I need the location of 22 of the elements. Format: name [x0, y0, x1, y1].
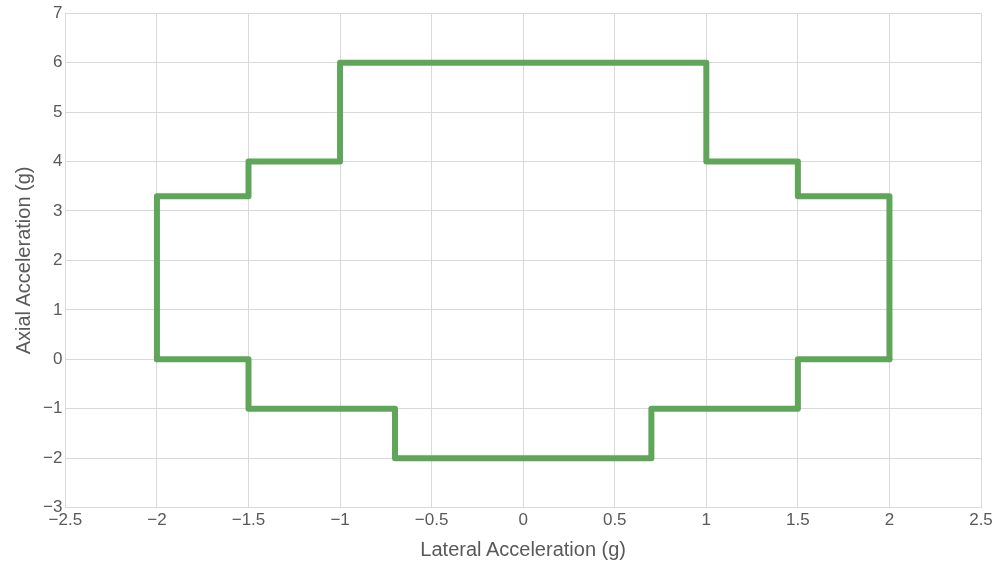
x-tick-label: 1.5 — [786, 510, 810, 530]
y-tick-label: 1 — [52, 299, 63, 319]
x-tick-label: 0.5 — [602, 510, 627, 530]
y-tick-label: −2 — [42, 447, 63, 467]
y-axis-title: Axial Acceleration (g) — [11, 166, 34, 355]
x-tick-label: 2.5 — [969, 510, 993, 530]
x-tick-label: −1.5 — [231, 510, 266, 530]
x-axis-title: Lateral Acceleration (g) — [420, 537, 627, 560]
y-tick-label: 7 — [52, 2, 63, 22]
y-tick-label: 5 — [52, 101, 63, 121]
y-tick-label: −1 — [42, 398, 63, 418]
y-tick-label: 4 — [52, 151, 63, 171]
y-tick-label: 6 — [52, 52, 63, 72]
x-tick-label: −1 — [330, 510, 350, 530]
y-tick-label: 3 — [52, 200, 63, 220]
y-tick-label: 0 — [52, 348, 63, 368]
x-tick-label: −0.5 — [414, 510, 449, 530]
x-tick-label: −2 — [147, 510, 167, 530]
x-tick-label: 0 — [518, 510, 528, 530]
x-tick-label: 2 — [884, 510, 895, 530]
y-tick-label: 2 — [52, 250, 63, 270]
x-tick-label: 1 — [701, 510, 712, 530]
